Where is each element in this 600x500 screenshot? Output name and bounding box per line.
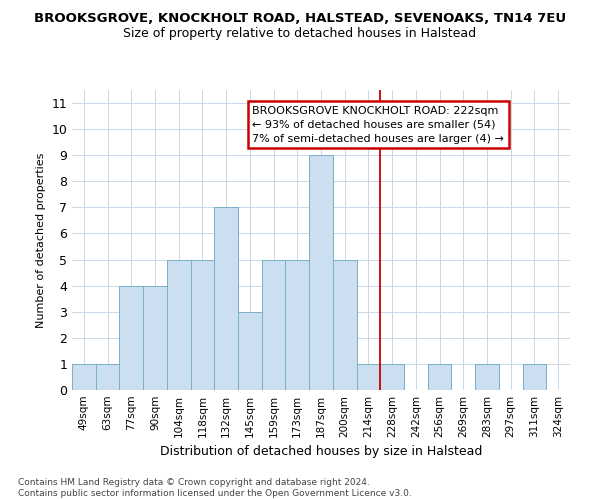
Bar xyxy=(286,260,309,390)
Bar xyxy=(380,364,404,390)
Bar xyxy=(309,155,333,390)
Bar xyxy=(428,364,451,390)
Bar xyxy=(475,364,499,390)
Bar xyxy=(119,286,143,390)
Text: BROOKSGROVE, KNOCKHOLT ROAD, HALSTEAD, SEVENOAKS, TN14 7EU: BROOKSGROVE, KNOCKHOLT ROAD, HALSTEAD, S… xyxy=(34,12,566,26)
X-axis label: Distribution of detached houses by size in Halstead: Distribution of detached houses by size … xyxy=(160,446,482,458)
Text: Contains HM Land Registry data © Crown copyright and database right 2024.
Contai: Contains HM Land Registry data © Crown c… xyxy=(18,478,412,498)
Bar xyxy=(333,260,356,390)
Y-axis label: Number of detached properties: Number of detached properties xyxy=(36,152,46,328)
Bar xyxy=(72,364,96,390)
Bar xyxy=(191,260,214,390)
Bar xyxy=(214,208,238,390)
Bar xyxy=(143,286,167,390)
Bar xyxy=(167,260,191,390)
Text: BROOKSGROVE KNOCKHOLT ROAD: 222sqm
← 93% of detached houses are smaller (54)
7% : BROOKSGROVE KNOCKHOLT ROAD: 222sqm ← 93%… xyxy=(252,106,504,144)
Bar xyxy=(96,364,119,390)
Bar xyxy=(238,312,262,390)
Bar xyxy=(262,260,286,390)
Bar xyxy=(523,364,546,390)
Bar xyxy=(356,364,380,390)
Text: Size of property relative to detached houses in Halstead: Size of property relative to detached ho… xyxy=(124,28,476,40)
